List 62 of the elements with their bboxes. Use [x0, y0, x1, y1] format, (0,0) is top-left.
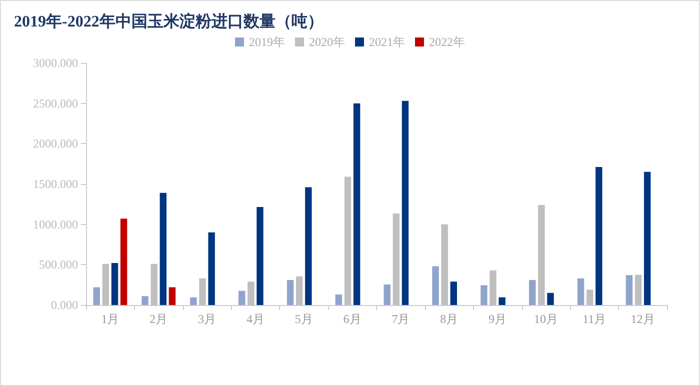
x-tick-label: 8月	[440, 312, 458, 326]
bar	[248, 282, 254, 305]
y-tick-label: 3000.000	[33, 56, 78, 70]
bar	[190, 297, 197, 305]
bar	[441, 224, 448, 305]
bar	[450, 282, 458, 305]
bar	[150, 264, 158, 305]
bar	[335, 294, 342, 305]
bar	[296, 276, 303, 305]
x-tick-label: 7月	[392, 312, 410, 326]
bar	[142, 296, 148, 305]
bar	[305, 187, 312, 305]
bar	[402, 100, 409, 305]
x-tick-label: 9月	[488, 312, 507, 326]
bar	[392, 213, 400, 305]
bar	[432, 266, 439, 305]
bar	[634, 274, 642, 305]
bar	[286, 280, 294, 305]
chart-title: 2019年-2022年中国玉米淀粉进口数量（吨）	[14, 12, 324, 30]
bar	[529, 280, 536, 305]
legend-label: 2020年	[309, 35, 345, 49]
bar	[596, 167, 602, 305]
x-tick-label: 6月	[343, 312, 362, 326]
bar	[168, 287, 176, 305]
y-tick-label: 0.000	[51, 298, 78, 312]
bar	[384, 284, 390, 305]
bar	[586, 290, 594, 305]
bar	[490, 270, 496, 305]
bar	[93, 287, 100, 305]
bar	[160, 192, 167, 305]
x-tick-label: 1月	[101, 312, 120, 326]
y-tick-label: 2000.000	[33, 136, 78, 151]
x-tick-label: 12月	[630, 312, 655, 326]
x-tick-label: 11月	[582, 312, 606, 326]
x-tick-label: 5月	[294, 312, 313, 326]
bar	[102, 264, 110, 305]
bar	[208, 232, 215, 305]
y-tick-label: 500.000	[39, 258, 78, 272]
bar	[577, 278, 584, 305]
x-tick-label: 10月	[534, 312, 558, 326]
legend-label: 2019年	[249, 35, 285, 49]
y-tick-label: 2500.000	[33, 96, 78, 110]
bar	[626, 275, 633, 305]
bar	[538, 204, 545, 305]
bar	[498, 297, 506, 305]
bar	[199, 278, 206, 305]
bar	[111, 263, 118, 305]
bar	[353, 103, 360, 305]
y-tick-label: 1500.000	[33, 177, 78, 191]
bar	[238, 290, 246, 305]
legend-label: 2021年	[369, 35, 405, 49]
bar	[120, 218, 128, 305]
x-tick-label: 3月	[198, 312, 216, 326]
bar	[644, 172, 651, 305]
bar	[480, 285, 488, 305]
legend-label: 2022年	[429, 35, 465, 49]
bar	[256, 206, 264, 305]
y-tick-label: 1000.000	[33, 217, 78, 232]
bar	[547, 292, 554, 305]
x-tick-label: 4月	[246, 312, 264, 326]
bar	[344, 176, 352, 305]
x-tick-label: 2月	[150, 312, 168, 326]
